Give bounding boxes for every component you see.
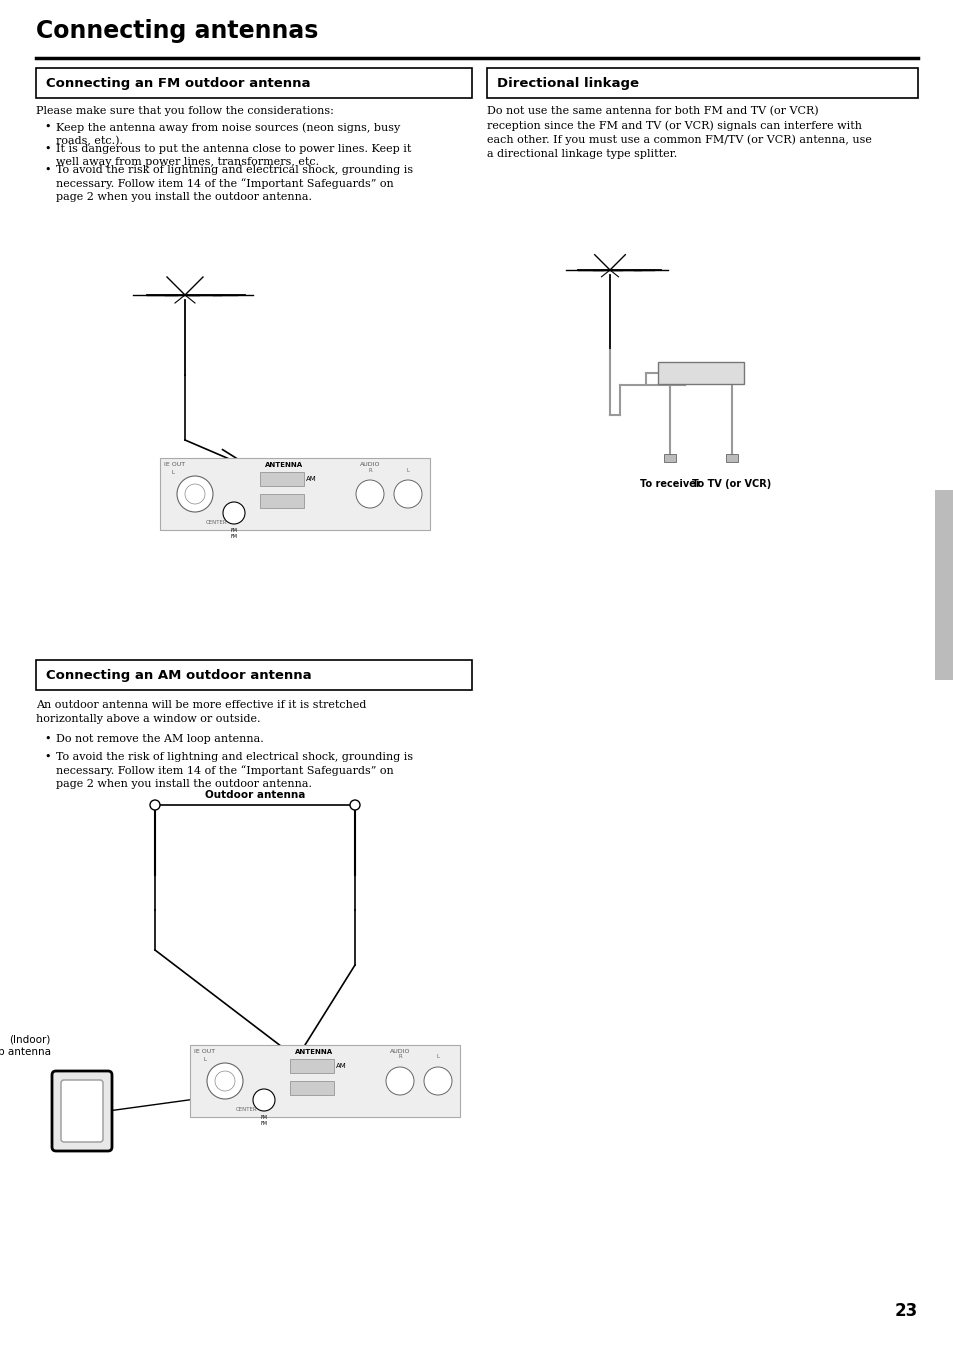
Bar bbox=[260, 471, 304, 486]
Text: AUDIO: AUDIO bbox=[390, 1048, 410, 1054]
Bar bbox=[36, 661, 472, 690]
Bar bbox=[190, 1046, 459, 1117]
Text: Do not use the same antenna for both FM and TV (or VCR)
reception since the FM a: Do not use the same antenna for both FM … bbox=[486, 105, 871, 159]
Text: •: • bbox=[44, 753, 51, 762]
Circle shape bbox=[150, 800, 160, 811]
FancyBboxPatch shape bbox=[61, 1079, 103, 1142]
Bar bbox=[658, 362, 743, 384]
Text: R: R bbox=[368, 467, 372, 473]
Text: Connecting antennas: Connecting antennas bbox=[36, 19, 318, 43]
Bar bbox=[663, 454, 676, 462]
Circle shape bbox=[185, 484, 205, 504]
Text: To receiver: To receiver bbox=[639, 480, 700, 489]
Text: An outdoor antenna will be more effective if it is stretched
horizontally above : An outdoor antenna will be more effectiv… bbox=[36, 700, 366, 724]
Bar bbox=[160, 458, 430, 530]
Text: R: R bbox=[397, 1055, 401, 1059]
Circle shape bbox=[177, 476, 213, 512]
Text: CENTER: CENTER bbox=[236, 1106, 257, 1112]
Text: L: L bbox=[204, 1056, 207, 1062]
Text: Please make sure that you follow the considerations:: Please make sure that you follow the con… bbox=[36, 105, 334, 116]
Text: L: L bbox=[436, 1055, 439, 1059]
Circle shape bbox=[394, 480, 421, 508]
Bar bbox=[290, 1059, 334, 1073]
Circle shape bbox=[253, 1089, 274, 1111]
Bar bbox=[260, 494, 304, 508]
Text: Directional linkage: Directional linkage bbox=[497, 77, 639, 89]
Text: FM
FM: FM FM bbox=[231, 528, 237, 539]
Text: AM: AM bbox=[335, 1063, 346, 1069]
Text: •: • bbox=[44, 145, 51, 154]
Text: Outdoor antenna: Outdoor antenna bbox=[205, 790, 305, 800]
Bar bbox=[486, 68, 917, 99]
Text: To avoid the risk of lightning and electrical shock, grounding is
necessary. Fol: To avoid the risk of lightning and elect… bbox=[56, 165, 413, 203]
Text: L: L bbox=[172, 470, 174, 476]
Text: To TV (or VCR): To TV (or VCR) bbox=[692, 480, 771, 489]
Text: Keep the antenna away from noise sources (neon signs, busy
roads, etc.).: Keep the antenna away from noise sources… bbox=[56, 122, 400, 146]
Text: •: • bbox=[44, 165, 51, 176]
Text: Connecting an FM outdoor antenna: Connecting an FM outdoor antenna bbox=[46, 77, 310, 89]
Circle shape bbox=[350, 800, 359, 811]
Circle shape bbox=[355, 480, 384, 508]
Circle shape bbox=[214, 1071, 234, 1092]
Text: Do not remove the AM loop antenna.: Do not remove the AM loop antenna. bbox=[56, 734, 263, 744]
Text: IE OUT: IE OUT bbox=[164, 462, 185, 467]
Bar bbox=[290, 1081, 334, 1096]
Text: To avoid the risk of lightning and electrical shock, grounding is
necessary. Fol: To avoid the risk of lightning and elect… bbox=[56, 753, 413, 789]
Text: 23: 23 bbox=[894, 1302, 917, 1320]
Bar bbox=[36, 68, 472, 99]
Text: AUDIO: AUDIO bbox=[359, 462, 380, 467]
Text: CENTER: CENTER bbox=[206, 520, 228, 526]
FancyBboxPatch shape bbox=[52, 1071, 112, 1151]
Circle shape bbox=[423, 1067, 452, 1096]
Text: (Indoor)
AM loop antenna: (Indoor) AM loop antenna bbox=[0, 1035, 51, 1058]
Text: •: • bbox=[44, 734, 51, 744]
Text: AM: AM bbox=[306, 476, 316, 482]
Text: FM
FM: FM FM bbox=[260, 1115, 267, 1125]
Text: Connecting an AM outdoor antenna: Connecting an AM outdoor antenna bbox=[46, 669, 312, 681]
Bar bbox=[725, 454, 738, 462]
Text: •: • bbox=[44, 122, 51, 132]
Text: IE OUT: IE OUT bbox=[193, 1048, 214, 1054]
Text: L: L bbox=[406, 467, 409, 473]
Bar bbox=[934, 490, 953, 680]
Text: ANTENNA: ANTENNA bbox=[265, 462, 303, 467]
Circle shape bbox=[386, 1067, 414, 1096]
Text: It is dangerous to put the antenna close to power lines. Keep it
well away from : It is dangerous to put the antenna close… bbox=[56, 145, 411, 168]
Circle shape bbox=[207, 1063, 243, 1098]
Circle shape bbox=[223, 503, 245, 524]
Text: ANTENNA: ANTENNA bbox=[294, 1048, 333, 1055]
